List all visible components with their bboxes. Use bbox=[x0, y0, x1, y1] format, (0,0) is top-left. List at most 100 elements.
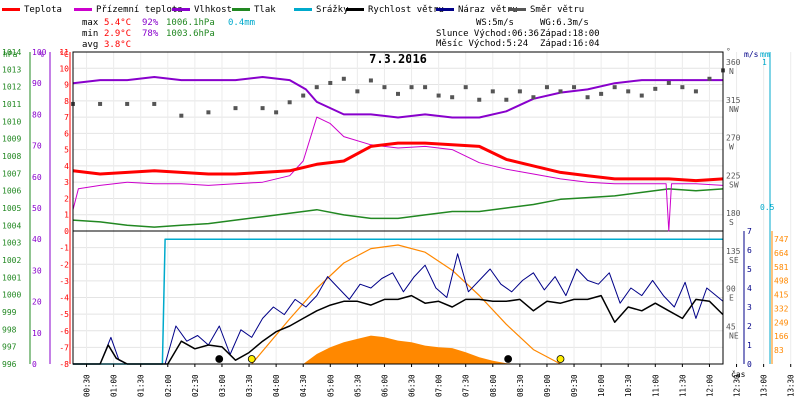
axis-tick-ms: 5 bbox=[747, 265, 752, 274]
wind-dir-point bbox=[314, 85, 319, 90]
wind-dir-point bbox=[558, 89, 563, 94]
legend-label-wind-gust: Náraz větru bbox=[458, 5, 518, 15]
axis-tick-x: 09:00 bbox=[543, 374, 552, 397]
axis-tick-celsius: -5 bbox=[59, 310, 69, 319]
axis-tick-hpa: 1006 bbox=[2, 187, 21, 196]
wind-dir-point bbox=[477, 97, 482, 102]
wind-dir-point bbox=[626, 89, 631, 94]
axis-tick-hpa: 1002 bbox=[2, 256, 21, 265]
wind-dir-point bbox=[396, 91, 400, 96]
wind-dir-point bbox=[517, 89, 522, 94]
axis-tick-hpa: 998 bbox=[2, 325, 17, 334]
axis-tick-ms: 3 bbox=[747, 303, 752, 312]
axis-tick-x: 06:30 bbox=[408, 374, 417, 397]
wind-dir-point bbox=[450, 95, 455, 100]
axis-tick-mm: 1 bbox=[762, 58, 767, 67]
axis-tick-wm2: 498 bbox=[774, 277, 789, 286]
axis-tick-hpa: 1003 bbox=[2, 239, 21, 248]
axis-tick-hpa: 1005 bbox=[2, 204, 21, 213]
axis-tick-wm2: 166 bbox=[774, 332, 789, 341]
legend-label-humidity: Vlhkost bbox=[194, 5, 232, 15]
axis-tick-percent: 30 bbox=[32, 266, 42, 275]
moonrise-marker bbox=[215, 355, 224, 363]
stats-block: max min avg 5.4°C 2.9°C 3.8°C 92% 78% 10… bbox=[82, 18, 600, 50]
axis-unit-mm: mm bbox=[760, 50, 770, 59]
legend-label-rain: Srážky bbox=[316, 5, 349, 15]
stats-temp-avg: 3.8°C bbox=[104, 40, 131, 50]
axis-tick-celsius: 6 bbox=[64, 129, 69, 138]
axis-tick-x: 10:00 bbox=[597, 374, 606, 397]
legend-swatch-pressure bbox=[232, 8, 250, 11]
axis-tick-celsius: 4 bbox=[64, 162, 69, 171]
stats-sun-set: Západ:18:00 bbox=[540, 29, 600, 39]
axis-direction-name: SE bbox=[729, 256, 739, 265]
axis-tick-x: 11:00 bbox=[651, 374, 660, 397]
legend: Teplota Přízemní teplota Vlhkost Tlak Sr… bbox=[2, 5, 584, 15]
axis-tick-hpa: 1010 bbox=[2, 117, 21, 126]
legend-swatch-humidity bbox=[172, 8, 190, 11]
axis-tick-x: 02:00 bbox=[164, 374, 173, 397]
axis-tick-x: 01:30 bbox=[137, 374, 146, 397]
legend-swatch-wind-gust bbox=[436, 8, 454, 11]
axes: hPa1014101310121011101010091008100710061… bbox=[2, 47, 796, 397]
wind-dir-point bbox=[639, 93, 644, 98]
axis-tick-mm: 0.5 bbox=[760, 203, 775, 212]
wind-speed-line bbox=[73, 294, 724, 365]
axis-tick-direction: 315 bbox=[726, 96, 741, 105]
axis-tick-direction: 180 bbox=[726, 209, 741, 218]
wind-dir-point bbox=[409, 85, 414, 90]
wind-dir-point bbox=[341, 76, 346, 81]
axis-tick-x: 01:00 bbox=[110, 374, 119, 397]
axis-tick-x: 11:30 bbox=[678, 374, 687, 397]
axis-tick-hpa: 1007 bbox=[2, 169, 21, 178]
axis-tick-direction: 45 bbox=[726, 322, 736, 331]
wind-dir-point bbox=[680, 85, 685, 90]
sunset-marker bbox=[556, 355, 565, 363]
stats-temp-max: 5.4°C bbox=[104, 18, 131, 28]
axis-tick-ms: 6 bbox=[747, 246, 752, 255]
axis-tick-percent: 100 bbox=[32, 48, 47, 57]
axis-tick-hpa: 1009 bbox=[2, 135, 21, 144]
wind-dir-point bbox=[233, 106, 238, 111]
wind-dir-point bbox=[179, 113, 184, 118]
wind-dir-point bbox=[98, 101, 103, 106]
axis-tick-wm2: 332 bbox=[774, 304, 789, 313]
axis-tick-celsius: -3 bbox=[59, 277, 69, 286]
axis-tick-hpa: 996 bbox=[2, 360, 17, 369]
axis-tick-percent: 0 bbox=[32, 360, 37, 369]
temperature-line bbox=[72, 141, 724, 183]
wind-dir-point bbox=[707, 76, 712, 81]
axis-direction-name: S bbox=[729, 218, 734, 227]
axis-tick-wm2: 83 bbox=[774, 346, 784, 355]
axis-tick-x: 06:00 bbox=[380, 374, 389, 397]
axis-tick-hpa: 999 bbox=[2, 308, 17, 317]
axis-direction-name: E bbox=[729, 294, 734, 303]
axis-tick-wm2: 747 bbox=[774, 235, 789, 244]
stats-humidity-max: 92% bbox=[142, 18, 159, 28]
wind-dir-point bbox=[572, 85, 577, 90]
legend-label-feels-like: Přízemní teplota bbox=[96, 5, 183, 15]
wind-dir-point bbox=[693, 89, 698, 94]
stats-label-avg: avg bbox=[82, 40, 98, 50]
wind-dir-point bbox=[585, 95, 590, 100]
axis-tick-celsius: 11 bbox=[59, 48, 69, 57]
axis-tick-wm2: 249 bbox=[774, 318, 789, 327]
wind-dir-point bbox=[260, 106, 265, 111]
sunrise-marker bbox=[247, 355, 256, 363]
axis-unit-hpa: hPa bbox=[3, 50, 18, 59]
wind-dir-point bbox=[368, 78, 373, 83]
solar-radiation-area bbox=[73, 335, 723, 364]
stats-ws: WS:5m/s bbox=[476, 18, 514, 28]
stats-label-max: max bbox=[82, 18, 99, 28]
axis-tick-hpa: 1014 bbox=[2, 48, 21, 57]
stats-pressure-max: 1006.1hPa bbox=[166, 18, 215, 28]
legend-label-pressure: Tlak bbox=[254, 5, 276, 15]
legend-swatch-feels-like bbox=[74, 8, 92, 11]
legend-label-temperature: Teplota bbox=[24, 5, 62, 15]
wind-dir-point bbox=[653, 86, 658, 91]
axis-tick-ms: 2 bbox=[747, 322, 752, 331]
stats-pressure-min: 1003.6hPa bbox=[166, 29, 215, 39]
axis-tick-celsius: -6 bbox=[59, 327, 69, 336]
wind-dir-point bbox=[544, 85, 549, 90]
wind-dir-point bbox=[504, 97, 509, 102]
